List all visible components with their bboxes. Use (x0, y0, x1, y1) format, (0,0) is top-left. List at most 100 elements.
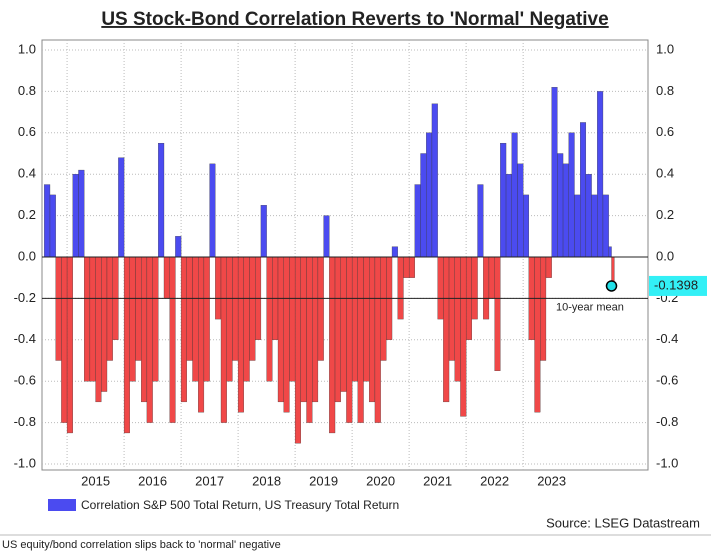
x-tick-label: 2017 (195, 473, 224, 488)
bar (123, 256, 130, 434)
caption: US equity/bond correlation slips back to… (2, 539, 281, 551)
bar (500, 142, 507, 258)
y2-tick-label: -0.8 (656, 414, 678, 429)
bar (329, 256, 336, 434)
bar (49, 194, 56, 258)
bar (129, 256, 136, 382)
bar (374, 256, 381, 423)
y2-tick-label: -1.0 (656, 455, 678, 470)
bar (505, 174, 512, 258)
bar (312, 256, 319, 403)
y-tick-label: -1.0 (14, 455, 36, 470)
x-tick-label: 2023 (537, 473, 566, 488)
bar (323, 215, 330, 258)
chart-title: US Stock-Bond Correlation Reverts to 'No… (101, 9, 608, 30)
bar (198, 256, 205, 413)
bar (118, 157, 125, 258)
bar (545, 256, 552, 278)
y-tick-label: 0.0 (18, 248, 36, 263)
bar (66, 256, 73, 434)
bar (169, 256, 176, 423)
bar (523, 194, 530, 258)
bar (414, 184, 421, 258)
bar (61, 256, 68, 423)
last-value-label: -0.1398 (654, 277, 698, 292)
bar (243, 256, 250, 382)
bar (146, 256, 153, 423)
bar (448, 256, 455, 361)
bar (260, 205, 267, 258)
bar (608, 246, 612, 258)
x-tick-label: 2020 (366, 473, 395, 488)
bar (283, 256, 290, 413)
bar (220, 256, 227, 423)
y-tick-label: 1.0 (18, 41, 36, 56)
y-tick-label: 0.8 (18, 83, 36, 98)
bar (266, 256, 273, 382)
bar (408, 256, 415, 278)
bar (232, 256, 239, 361)
y-tick-label: 0.6 (18, 124, 36, 139)
bar (494, 256, 501, 371)
bar (72, 174, 79, 258)
x-tick-label: 2016 (138, 473, 167, 488)
bar (226, 256, 233, 382)
y-tick-label: 0.2 (18, 207, 36, 222)
bar (55, 256, 62, 361)
bar (357, 256, 364, 423)
bar (294, 256, 301, 444)
bar (163, 256, 170, 299)
bar (363, 256, 370, 382)
y2-tick-label: 0.0 (656, 248, 674, 263)
y-tick-label: -0.6 (14, 373, 36, 388)
bar (403, 256, 410, 278)
bar (152, 256, 159, 382)
bar (380, 256, 387, 361)
y2-tick-label: -0.4 (656, 331, 678, 346)
bar (277, 256, 284, 403)
last-marker (605, 280, 618, 292)
bar (580, 122, 587, 258)
bar (192, 256, 199, 382)
bar (351, 256, 358, 382)
bar (437, 256, 444, 320)
bar (471, 256, 478, 320)
bar (101, 256, 108, 392)
bar (95, 256, 102, 403)
bar (346, 256, 353, 423)
bar (334, 256, 341, 403)
mean-label: 10-year mean (556, 301, 624, 313)
bar (488, 256, 495, 299)
bar (306, 256, 313, 423)
bar (249, 256, 256, 361)
y2-tick-label: 1.0 (656, 41, 674, 56)
bar (397, 256, 404, 320)
bar (591, 194, 598, 258)
y-tick-label: -0.2 (14, 290, 36, 305)
bar (369, 256, 376, 403)
y2-tick-label: 0.4 (656, 166, 674, 181)
y2-tick-label: 0.6 (656, 124, 674, 139)
bar (209, 163, 216, 258)
source: Source: LSEG Datastream (546, 515, 700, 530)
bar (420, 153, 427, 258)
bar (106, 256, 113, 361)
bar (534, 256, 541, 413)
bar (562, 163, 569, 258)
bar (574, 194, 581, 258)
bar (585, 174, 592, 258)
bar (426, 132, 433, 258)
bar (78, 169, 85, 258)
bar (540, 256, 547, 361)
bar (391, 246, 398, 258)
legend-swatch (48, 499, 76, 511)
plot-frame (41, 39, 649, 471)
bar (44, 184, 51, 258)
bar (557, 153, 564, 258)
bar (317, 256, 324, 361)
y-tick-label: -0.4 (14, 331, 36, 346)
y2-tick-label: 0.8 (656, 83, 674, 98)
bar (180, 256, 187, 403)
